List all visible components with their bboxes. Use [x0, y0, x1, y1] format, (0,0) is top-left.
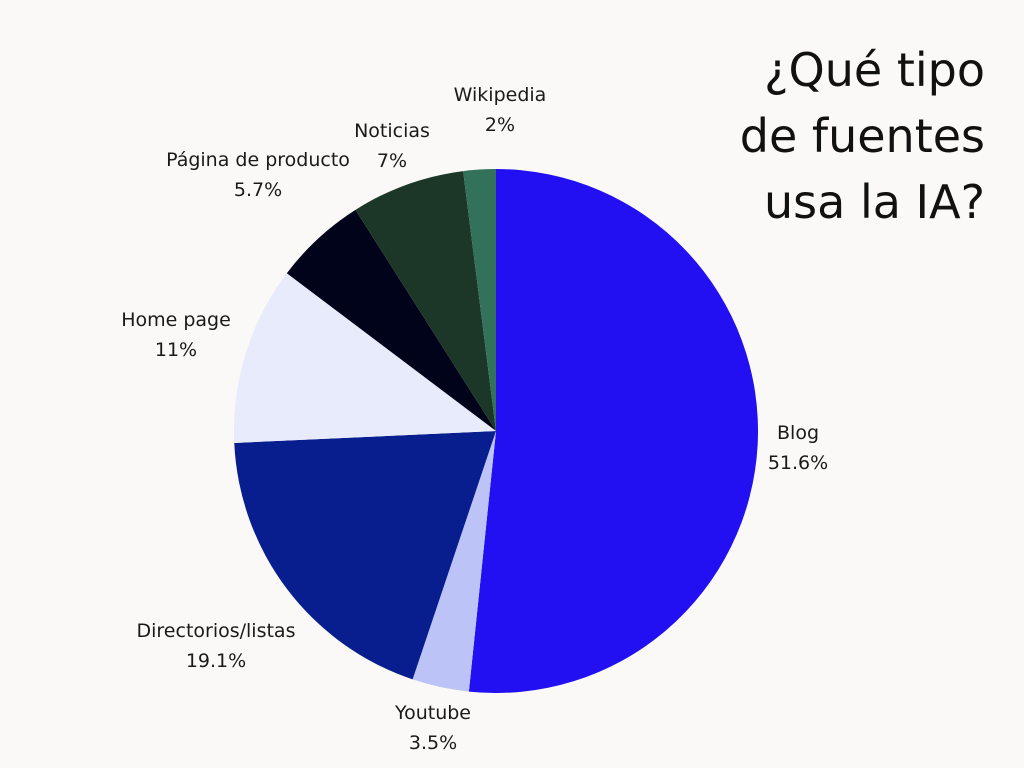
- slices-layer: [233, 169, 759, 693]
- slice-label-home-page: Home page: [121, 309, 231, 331]
- slice-label-blog: Blog: [777, 422, 819, 444]
- pie-slice-youtube: [412, 431, 496, 692]
- slice-label-wikipedia: Wikipedia: [454, 84, 547, 106]
- chart-title-line-3: usa la IA?: [764, 175, 985, 229]
- slice-value-noticias: 7%: [377, 150, 407, 172]
- slice-value-pagina-de-producto: 5.7%: [234, 179, 282, 201]
- slice-value-blog: 51.6%: [768, 452, 828, 474]
- pie-slice-directorios-listas: [234, 431, 496, 680]
- pie-slice-noticias: [355, 171, 496, 431]
- slice-label-youtube: Youtube: [394, 702, 471, 724]
- pie-slice-home-page: [233, 273, 497, 443]
- chart-title-line-1: ¿Qué tipo: [764, 43, 985, 97]
- slice-value-youtube: 3.5%: [409, 732, 457, 754]
- slice-label-pagina-de-producto: Página de producto: [166, 149, 350, 171]
- slice-value-home-page: 11%: [155, 339, 197, 361]
- slice-label-directorios-listas: Directorios/listas: [137, 620, 296, 642]
- slice-value-directorios-listas: 19.1%: [186, 650, 246, 672]
- pie-slice-pagina-de-producto: [286, 209, 496, 431]
- labels-layer: Blog 51.6% Youtube 3.5% Directorios/listas 19…: [121, 84, 828, 754]
- slice-value-wikipedia: 2%: [485, 114, 515, 136]
- pie-slice-wikipedia: [463, 169, 496, 431]
- pie-slice-blog: [468, 169, 759, 693]
- chart-title-line-2: de fuentes: [740, 109, 985, 163]
- slice-label-noticias: Noticias: [354, 120, 430, 142]
